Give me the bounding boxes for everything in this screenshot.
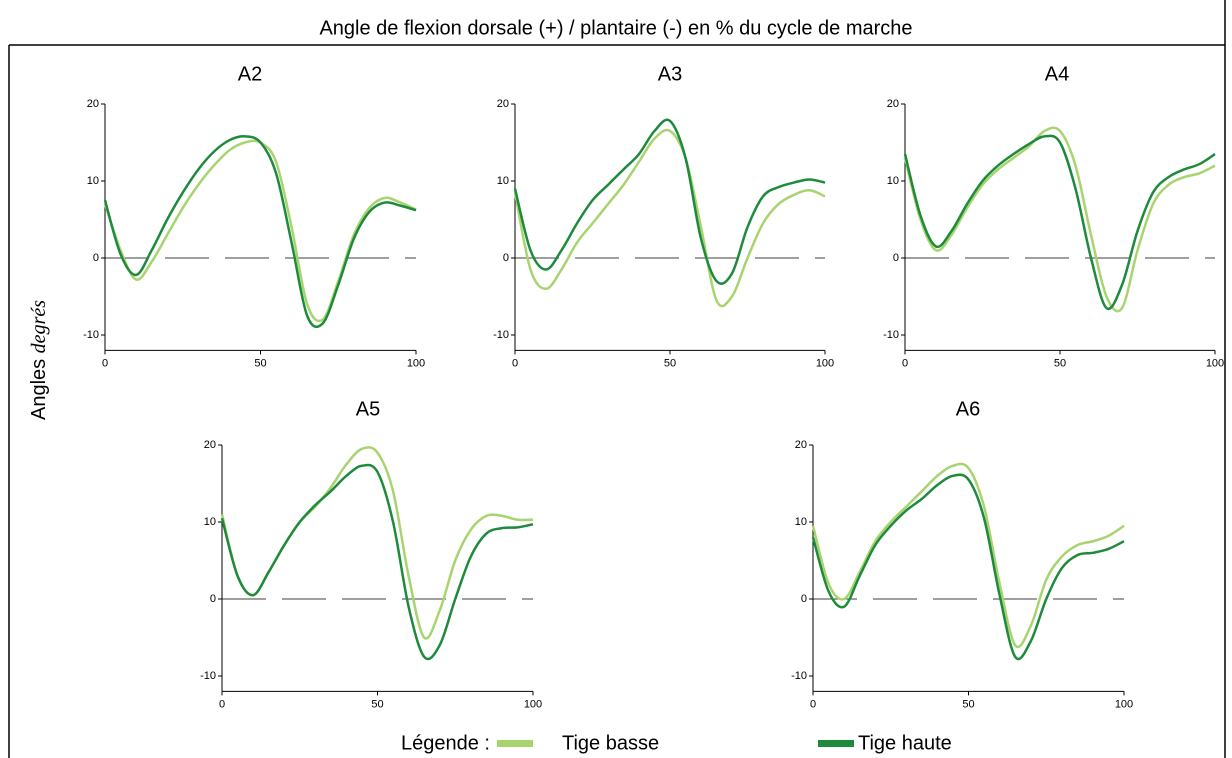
x-tick-label: 50 xyxy=(1054,357,1066,369)
x-tick-label: 0 xyxy=(512,357,518,369)
series-line xyxy=(903,134,1216,311)
y-tick-label: 20 xyxy=(497,98,509,110)
panel-title: A2 xyxy=(238,63,262,85)
y-tick-label: -10 xyxy=(791,670,807,682)
x-tick-label: 100 xyxy=(524,698,542,710)
y-tick-label: -10 xyxy=(493,329,509,341)
y-tick-label: 10 xyxy=(87,175,99,187)
panel-title: A3 xyxy=(658,63,682,85)
series-line xyxy=(220,463,534,661)
y-tick-label: 0 xyxy=(93,252,99,264)
series-line xyxy=(220,446,534,640)
y-tick-label: 20 xyxy=(795,439,807,451)
y-label-text: Angles xyxy=(28,359,50,420)
x-tick-label: 0 xyxy=(219,698,225,710)
series-line xyxy=(811,462,1125,649)
y-tick-label: 0 xyxy=(893,252,899,264)
y-tick-label: -10 xyxy=(200,670,216,682)
y-tick-label: 10 xyxy=(497,175,509,187)
y-tick-label: 20 xyxy=(887,98,899,110)
x-tick-label: 50 xyxy=(371,698,383,710)
figure-title: Angle de flexion dorsale (+) / plantaire… xyxy=(319,17,912,39)
x-tick-label: 100 xyxy=(1115,698,1133,710)
legend-entry: Tige haute xyxy=(858,732,952,754)
series-line xyxy=(903,126,1216,313)
panel-title: A6 xyxy=(956,398,980,420)
y-tick-label: -10 xyxy=(83,329,99,341)
x-tick-label: 100 xyxy=(816,357,834,369)
panel-title: A4 xyxy=(1045,63,1069,85)
x-tick-label: 0 xyxy=(102,357,108,369)
series-line xyxy=(513,128,826,308)
x-tick-label: 0 xyxy=(810,698,816,710)
series-line xyxy=(513,118,826,285)
y-tick-label: 20 xyxy=(204,439,216,451)
y-tick-label: -10 xyxy=(883,329,899,341)
y-label-unit: degrés xyxy=(28,300,50,354)
y-tick-label: 10 xyxy=(204,516,216,528)
y-tick-label: 0 xyxy=(801,593,807,605)
series-line xyxy=(811,473,1125,661)
y-tick-label: 10 xyxy=(887,175,899,187)
x-tick-label: 50 xyxy=(254,357,266,369)
y-tick-label: 0 xyxy=(210,593,216,605)
legend-label: Légende : xyxy=(401,732,490,754)
y-tick-label: 0 xyxy=(503,252,509,264)
series-line xyxy=(103,139,417,323)
panel-title: A5 xyxy=(356,398,380,420)
x-tick-label: 100 xyxy=(407,357,425,369)
legend-entry: Tige basse xyxy=(562,732,659,754)
series-line xyxy=(103,135,417,329)
y-tick-label: 20 xyxy=(87,98,99,110)
x-tick-label: 50 xyxy=(962,698,974,710)
legend-swatch xyxy=(818,740,854,747)
y-tick-label: 10 xyxy=(795,516,807,528)
x-tick-label: 100 xyxy=(1206,357,1224,369)
y-axis-label: Angles degrés xyxy=(28,300,51,420)
x-tick-label: 50 xyxy=(664,357,676,369)
x-tick-label: 0 xyxy=(902,357,908,369)
legend-swatch xyxy=(497,740,533,747)
